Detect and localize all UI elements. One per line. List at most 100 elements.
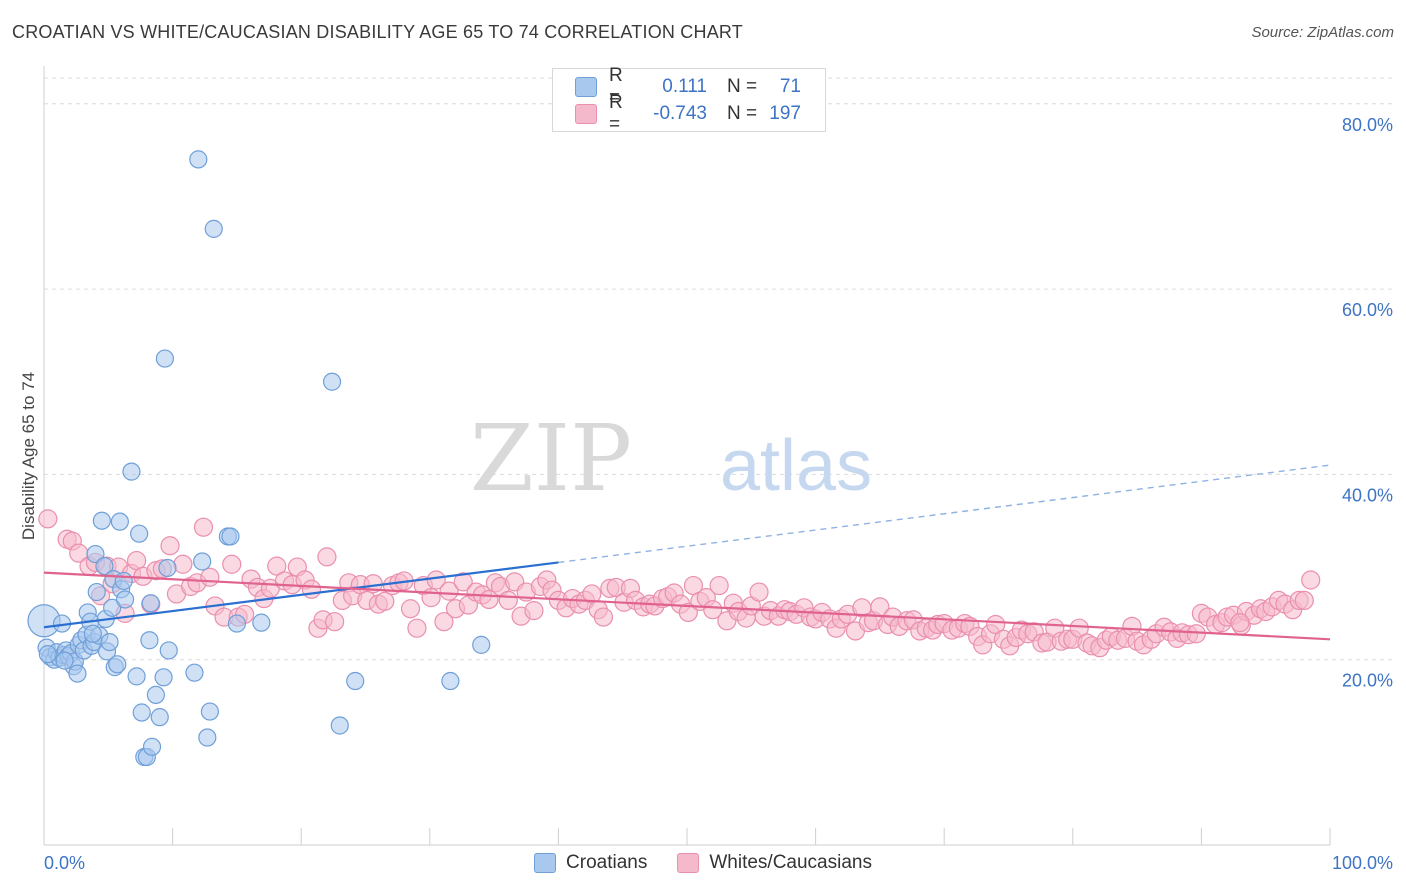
- point-whites: [267, 556, 287, 576]
- point-croatians: [140, 631, 159, 650]
- y-tick-label: 20.0%: [1342, 671, 1393, 691]
- point-croatians: [141, 594, 160, 613]
- legend-r-value: -0.743: [653, 103, 707, 124]
- point-whites: [498, 590, 518, 611]
- point-croatians: [108, 655, 127, 674]
- point-croatians: [158, 558, 177, 578]
- trend-line-croatians-extension: [558, 464, 1331, 564]
- trend-lines: [43, 464, 1331, 641]
- legend-swatch-blue: [575, 77, 597, 97]
- point-whites: [38, 509, 58, 529]
- legend-n-value: 197: [769, 103, 801, 124]
- legend-item-croatians[interactable]: Croatians: [534, 852, 647, 874]
- watermark-zip: ZIP: [470, 405, 632, 512]
- point-croatians: [103, 598, 122, 617]
- point-croatians: [95, 557, 114, 576]
- point-croatians: [159, 641, 178, 660]
- point-whites: [1230, 613, 1250, 633]
- point-whites: [400, 599, 421, 619]
- point-croatians: [142, 737, 162, 756]
- point-croatians: [204, 219, 223, 238]
- point-whites: [375, 591, 395, 611]
- legend-r-label: R =: [609, 92, 623, 135]
- point-croatians: [127, 667, 146, 686]
- point-whites: [453, 572, 473, 592]
- legend-swatch-pink: [575, 104, 597, 124]
- point-whites: [222, 554, 242, 574]
- point-whites: [1294, 590, 1314, 611]
- axes: [43, 66, 1331, 846]
- series-croatians-points: [27, 150, 491, 767]
- watermark-atlas: atlas: [720, 426, 872, 506]
- point-croatians: [252, 613, 271, 632]
- legend-n-label: N =: [727, 103, 758, 124]
- point-whites: [986, 614, 1006, 635]
- point-croatians: [130, 524, 149, 543]
- point-croatians: [146, 685, 165, 705]
- legend-label-whites: Whites/Caucasians: [709, 852, 872, 873]
- point-whites: [407, 618, 427, 638]
- point-whites: [317, 547, 337, 567]
- legend-r-label: R =: [609, 65, 623, 108]
- chart-title: CROATIAN VS WHITE/CAUCASIAN DISABILITY A…: [12, 22, 743, 42]
- x-tick-min: 0.0%: [44, 853, 85, 873]
- trend-line-whites: [43, 571, 1331, 641]
- point-whites: [703, 600, 723, 620]
- point-croatians: [198, 728, 217, 747]
- point-croatians: [87, 582, 106, 602]
- point-whites: [439, 581, 459, 601]
- point-croatians: [154, 668, 173, 687]
- point-croatians: [86, 544, 105, 564]
- legend-row-whites: R = -0.743 N = 197: [575, 92, 801, 135]
- point-croatians: [92, 511, 111, 530]
- point-croatians: [110, 512, 129, 531]
- legend-swatch-pink: [677, 853, 700, 873]
- point-whites: [200, 567, 220, 587]
- legend-item-whites[interactable]: Whites/Caucasians: [677, 852, 872, 874]
- point-whites: [678, 602, 698, 623]
- point-croatians: [189, 150, 208, 169]
- point-whites: [1301, 570, 1321, 590]
- point-croatians: [346, 671, 365, 691]
- legend-r-value: 0.111: [662, 76, 707, 97]
- point-whites: [709, 575, 729, 596]
- point-whites: [524, 600, 544, 621]
- point-whites: [173, 554, 193, 574]
- legend-label-croatians: Croatians: [566, 852, 648, 873]
- trend-line-croatians: [43, 561, 559, 629]
- source-label: Source: ZipAtlas.com: [1251, 24, 1394, 41]
- point-croatians: [55, 651, 74, 670]
- point-croatians: [38, 645, 57, 664]
- series-legend: Croatians Whites/Caucasians: [0, 852, 1406, 874]
- y-tick-label: 80.0%: [1342, 115, 1393, 135]
- point-croatians: [227, 614, 246, 633]
- point-croatians: [155, 349, 174, 368]
- y-tick-label: 60.0%: [1342, 300, 1393, 320]
- point-whites: [160, 536, 180, 556]
- point-croatians: [330, 716, 349, 735]
- legend-row-croatians: R = 0.111 N = 71: [575, 65, 801, 108]
- legend-n-value: 71: [779, 76, 801, 97]
- point-croatians: [114, 571, 133, 591]
- point-whites: [593, 607, 614, 627]
- legend-n-label: N =: [727, 76, 758, 97]
- point-croatians: [193, 552, 212, 571]
- point-croatians: [322, 372, 342, 391]
- point-whites: [193, 517, 214, 537]
- point-croatians: [185, 663, 204, 682]
- point-croatians: [122, 462, 141, 481]
- point-croatians: [472, 635, 491, 654]
- point-croatians: [115, 590, 135, 609]
- point-croatians: [150, 708, 169, 727]
- point-croatians: [68, 664, 87, 683]
- point-croatians: [200, 702, 219, 721]
- point-whites: [325, 612, 345, 632]
- y-tick-label: 40.0%: [1342, 485, 1393, 505]
- point-whites: [749, 582, 769, 602]
- point-whites: [434, 612, 454, 632]
- point-croatians: [132, 703, 151, 722]
- x-tick-max: 100.0%: [1332, 853, 1393, 873]
- point-croatians: [221, 527, 240, 546]
- y-tick-labels: 20.0% 40.0% 60.0% 80.0%: [1342, 115, 1393, 691]
